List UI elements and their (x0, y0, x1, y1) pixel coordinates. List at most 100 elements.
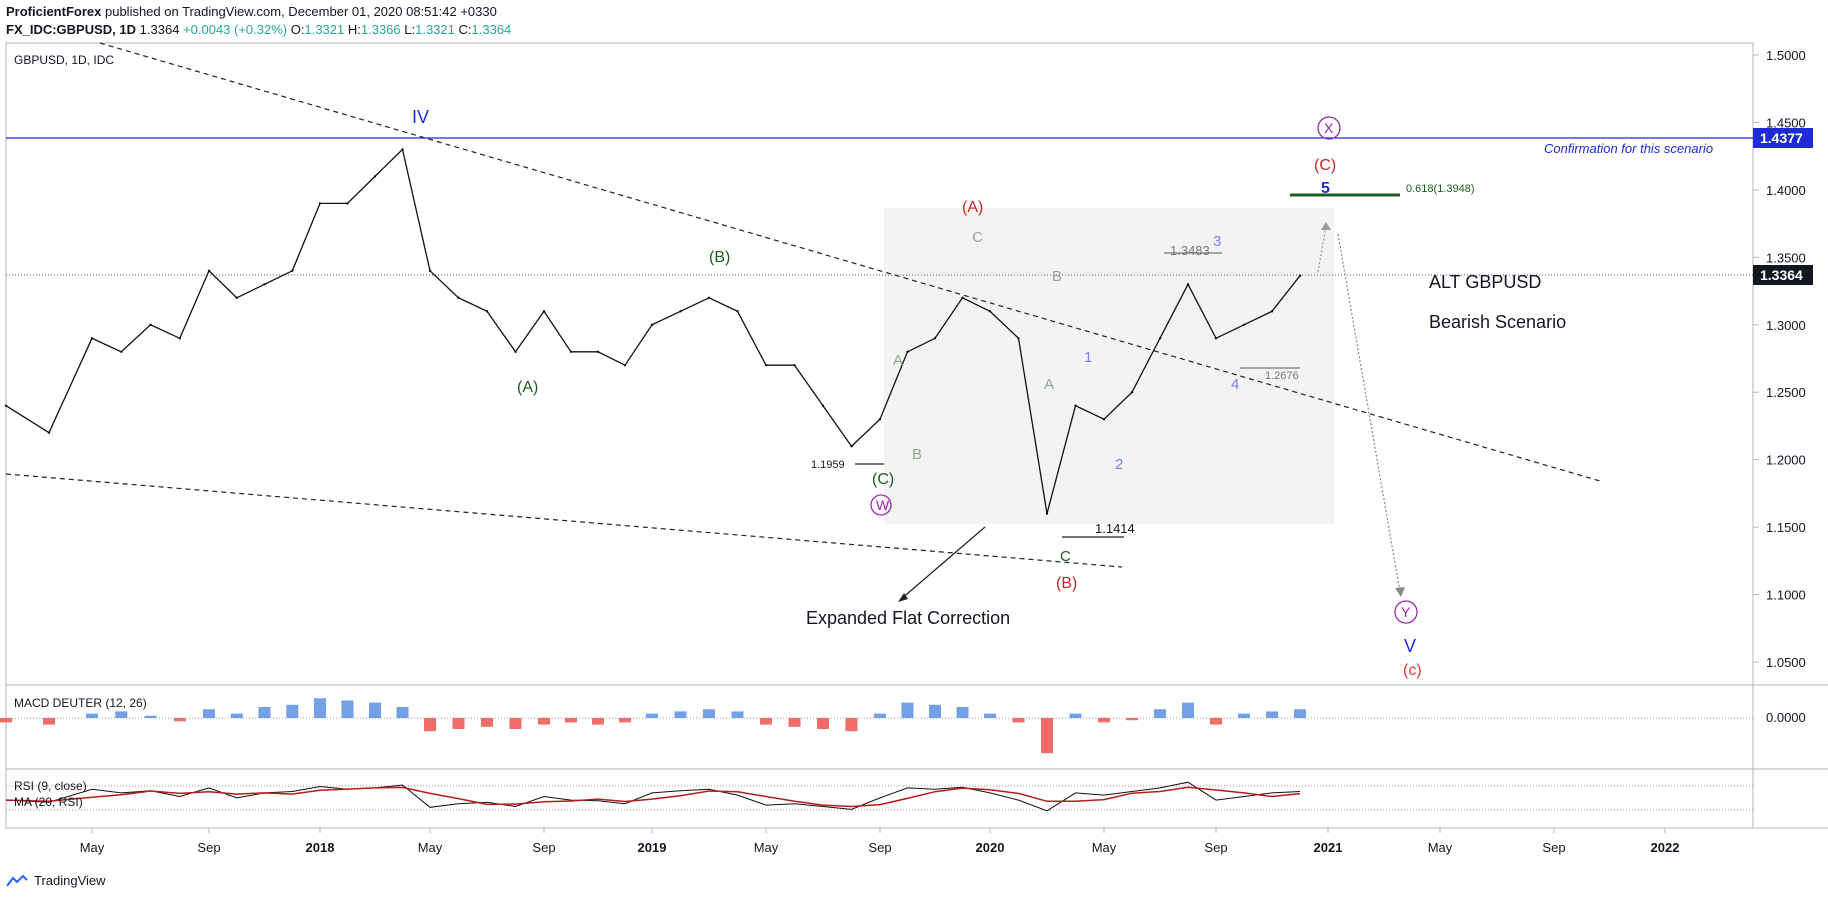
last-price: 1.3364 (139, 22, 180, 37)
chart-title: GBPUSD, 1D, IDC (14, 53, 114, 67)
high-label: H: (347, 22, 361, 37)
expanded-arrow (899, 526, 986, 601)
low-value: 1.3321 (415, 22, 455, 37)
price-tick-label: 1.1000 (1766, 588, 1806, 603)
price-point (178, 337, 181, 340)
level-3483-label: 1.3483 (1170, 243, 1210, 258)
price-point (736, 310, 739, 313)
price-tick-label: 1.1500 (1766, 520, 1806, 535)
macd-bar (1012, 718, 1025, 723)
wave-label-W: W (876, 497, 890, 513)
price-point (542, 310, 546, 313)
macd-bar (1154, 709, 1166, 718)
price-change: +0.0043 (+0.32%) (183, 22, 288, 37)
price-point (207, 269, 211, 272)
price-axis[interactable]: 1.5000 1.4500 1.4000 1.3500 1.3000 1.2500 1.20… (1753, 48, 1806, 670)
wave-label-c-small: (c) (1403, 662, 1422, 679)
macd-bar (703, 709, 715, 718)
wave-label-1: 1 (1084, 349, 1092, 366)
price-point (793, 364, 796, 367)
level-1414-label: 1.1414 (1095, 521, 1135, 536)
tradingview-brand: TradingView (34, 873, 106, 888)
price-point (457, 296, 460, 299)
time-tick-label: Sep (532, 840, 555, 855)
price-point (263, 283, 266, 286)
macd-bar (646, 713, 658, 718)
macd-bar (538, 718, 550, 725)
high-value: 1.3366 (360, 22, 401, 37)
tradingview-footer[interactable]: TradingView (6, 873, 106, 888)
price-point (428, 269, 432, 272)
rsi-ma-line (5, 786, 1301, 808)
price-point (961, 296, 964, 299)
price-point (1130, 391, 1134, 394)
rsi-series (5, 781, 1301, 812)
correction-zone (884, 208, 1334, 524)
confirmation-price-badge (1753, 128, 1813, 148)
open-label: O: (290, 22, 305, 37)
macd-bar (619, 718, 631, 723)
macd-bar (788, 718, 801, 727)
author-name[interactable]: ProficientForex (6, 4, 102, 19)
price-series (4, 148, 1302, 515)
time-tick-label: Sep (197, 840, 220, 855)
rsi-line (5, 781, 1301, 812)
price-point (373, 175, 377, 178)
price-point (4, 404, 8, 407)
time-tick-label: May (754, 840, 779, 855)
macd-bar (901, 702, 914, 718)
rsi-ma-label: MA (20, RSI) (14, 795, 83, 809)
time-axis[interactable]: May Sep 2018 May Sep 2019 May Sep 2020 May Sep 2021… (80, 828, 1680, 855)
macd-bar (817, 718, 829, 729)
macd-bar (1041, 718, 1053, 754)
price-point (149, 323, 152, 326)
price-point (878, 418, 882, 421)
last-price-badge (1753, 265, 1813, 285)
price-point (679, 310, 682, 313)
time-tick-label: 2019 (638, 840, 667, 855)
upper-trendline (99, 42, 1601, 482)
price-point (235, 296, 238, 299)
wave-label-A-grey: A (893, 352, 903, 369)
price-point (1158, 337, 1162, 340)
price-tick-label: 1.3000 (1766, 318, 1806, 333)
macd-bar (481, 718, 493, 727)
time-tick-label: Sep (868, 840, 891, 855)
wave-label-A-paren: (A) (517, 379, 538, 396)
macd-bar (144, 715, 157, 718)
price-point (47, 431, 51, 434)
wave-label-B-grey: B (912, 446, 922, 463)
time-tick-label: May (1428, 840, 1453, 855)
time-tick-label: 2021 (1314, 840, 1343, 855)
macd-bar (731, 711, 744, 718)
projection-up-arrowhead (1321, 222, 1331, 230)
price-point (1045, 512, 1049, 515)
subtitle-line-1: ALT GBPUSD (1429, 272, 1541, 292)
price-point (401, 148, 404, 151)
price-tick-label: 1.0500 (1766, 655, 1806, 670)
wave-label-C-green: C (1060, 548, 1071, 565)
wave-label-C-red: (C) (1314, 157, 1336, 174)
price-point (933, 337, 937, 340)
level-1959-label: 1.1959 (811, 459, 845, 471)
time-tick-label: May (80, 840, 105, 855)
price-point (906, 350, 909, 353)
price-point (596, 350, 600, 353)
wave-label-4: 4 (1231, 376, 1239, 393)
price-tick-label: 1.2000 (1766, 453, 1806, 468)
price-point (291, 269, 294, 272)
wave-label-A-red: (A) (962, 199, 983, 216)
lower-trendline (5, 473, 1123, 568)
macd-bar (1294, 709, 1306, 718)
macd-bar (929, 704, 941, 718)
symbol-label: FX_IDC:GBPUSD, 1D (6, 22, 137, 37)
rsi-label: RSI (9, close) (14, 779, 87, 793)
macd-bar (674, 711, 687, 718)
macd-bar (984, 713, 996, 718)
macd-bar (452, 718, 465, 729)
symbol-info: FX_IDC:GBPUSD, 1D 1.3364 +0.0043 (+0.32%… (6, 22, 511, 37)
time-tick-label: May (1092, 840, 1117, 855)
macd-bar (1069, 713, 1082, 718)
macd-bar (314, 698, 326, 718)
